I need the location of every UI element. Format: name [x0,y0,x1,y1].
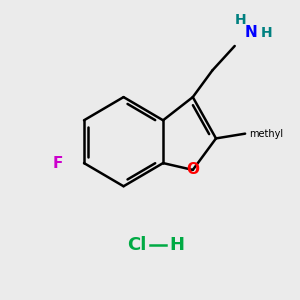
Text: H: H [261,26,272,40]
Text: H: H [169,236,184,254]
Text: methyl: methyl [250,129,284,139]
Text: Cl: Cl [127,236,146,254]
Text: H: H [235,13,247,27]
Text: F: F [53,156,63,171]
Text: N: N [245,25,257,40]
Text: O: O [186,162,199,177]
